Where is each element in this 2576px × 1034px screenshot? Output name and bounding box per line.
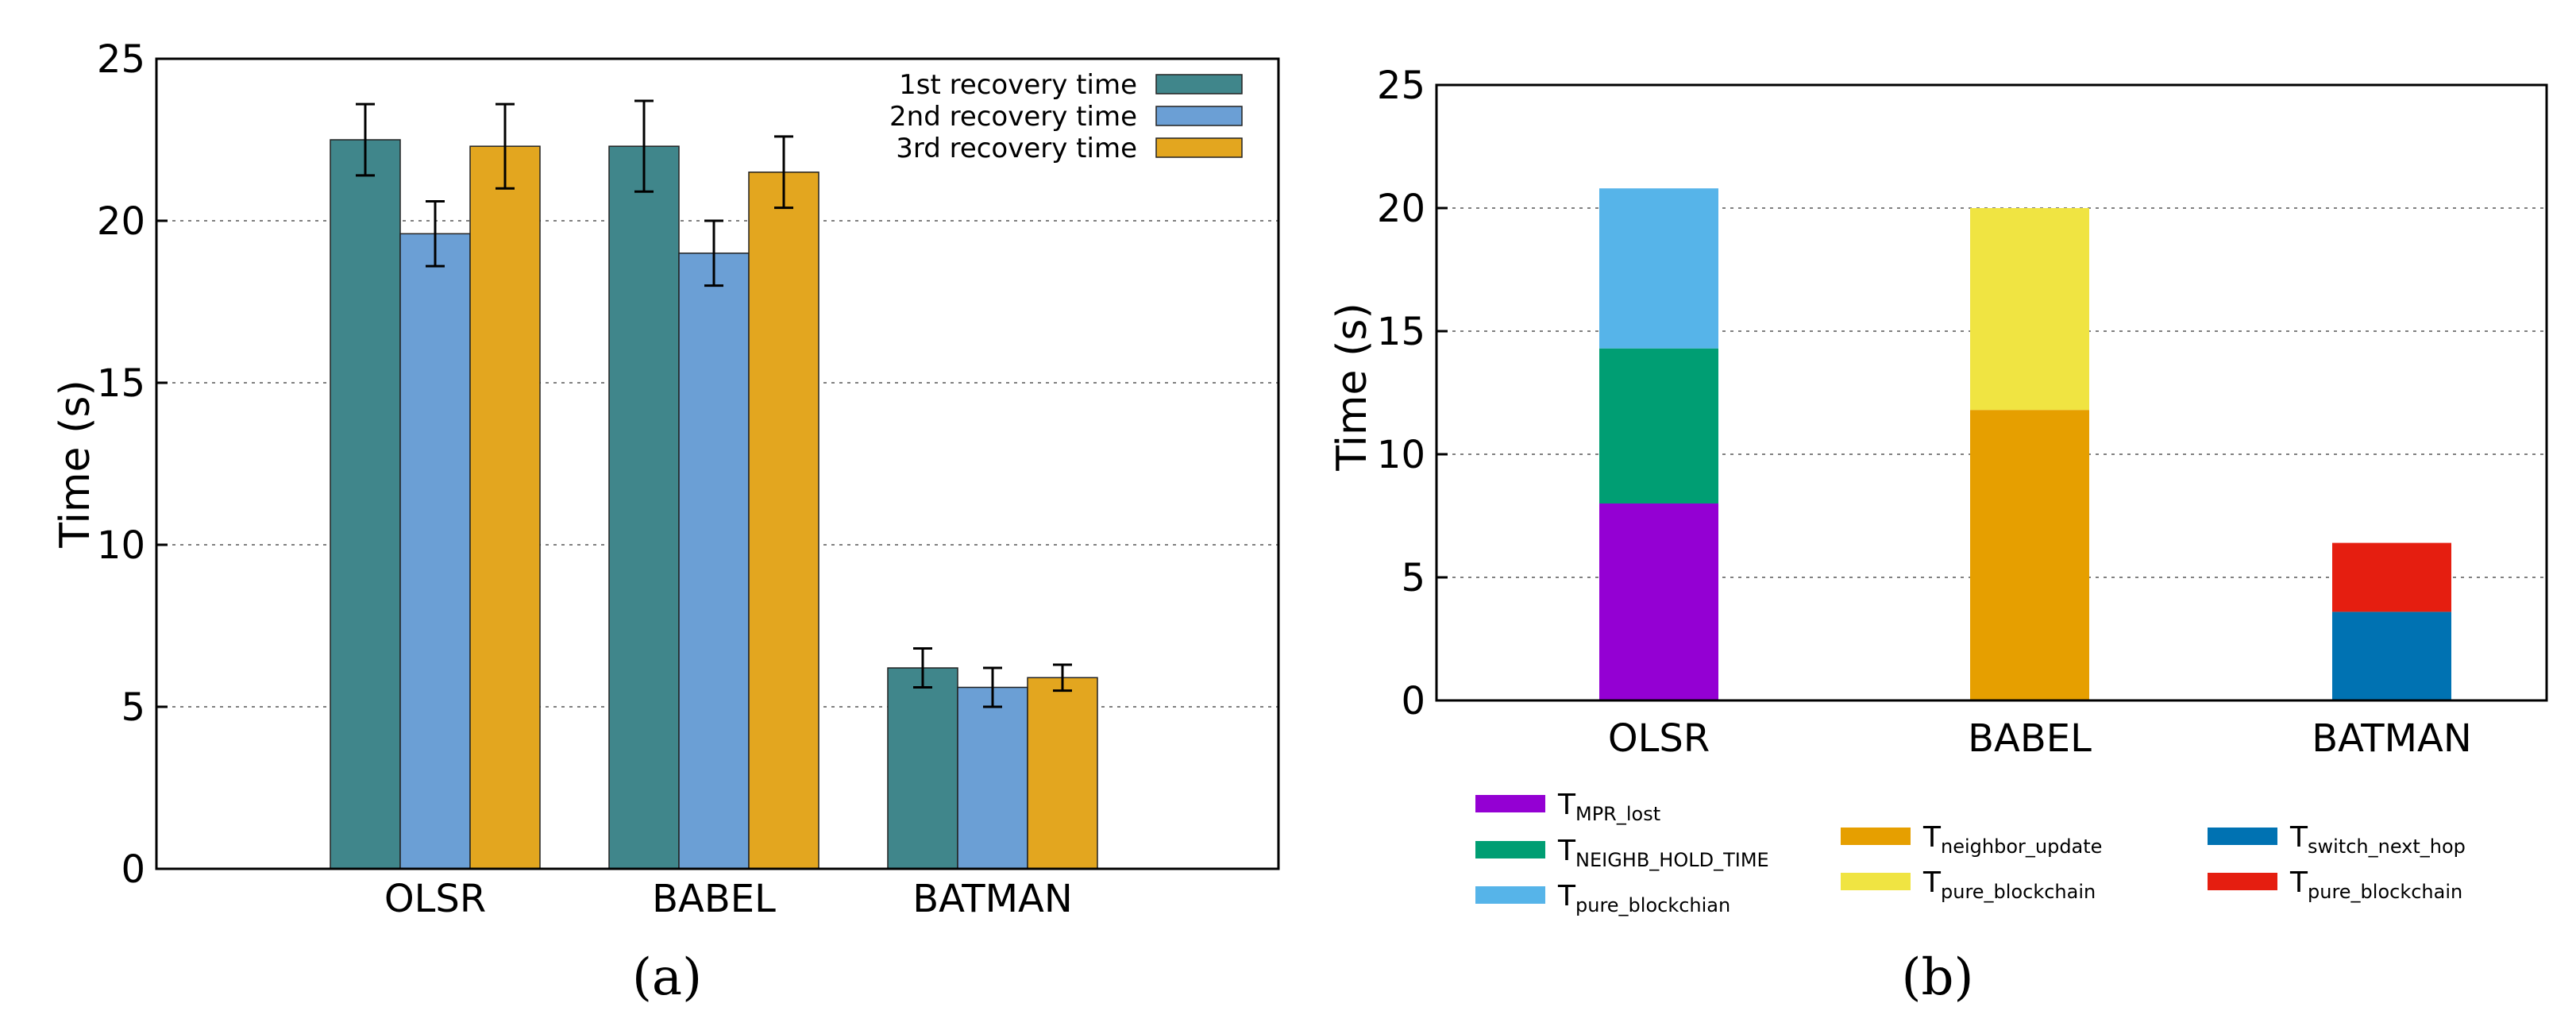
- y-tick-label: 20: [1377, 187, 1425, 231]
- bar: [469, 145, 541, 870]
- legend-label: Tpure_blockchain: [1922, 866, 2096, 903]
- bar: [957, 686, 1028, 870]
- bar: [399, 233, 471, 870]
- caption: (b): [1902, 948, 1974, 1007]
- legend-label: 1st recovery time: [899, 69, 1137, 101]
- legend-label: 2nd recovery time: [889, 101, 1137, 133]
- bar: [887, 667, 958, 870]
- bar: [1027, 677, 1098, 870]
- bar: [748, 172, 819, 870]
- y-tick-label: 10: [1377, 433, 1425, 477]
- x-tick-label: BATMAN: [912, 877, 1073, 921]
- y-tick-label: 10: [97, 523, 145, 568]
- y-tick-label: 5: [121, 685, 145, 730]
- legend-label: Tpure_blockchian: [1557, 880, 1730, 916]
- y-tick-label: 25: [1377, 64, 1425, 108]
- y-tick-label: 15: [97, 361, 145, 406]
- legend-swatch: [2208, 873, 2277, 890]
- bar: [330, 139, 401, 870]
- bar-segment: [2332, 542, 2451, 612]
- legend-label: Tneighbor_update: [1922, 821, 2102, 858]
- x-tick-label: BABEL: [1968, 716, 2092, 761]
- bar-segment: [1599, 503, 1718, 700]
- x-tick-label: OLSR: [384, 877, 486, 921]
- x-tick-label: BATMAN: [2312, 716, 2472, 761]
- legend-label: Tpure_blockchain: [2289, 866, 2462, 903]
- legend-label: 3rd recovery time: [896, 133, 1137, 164]
- chart-b: 0 5 10 15 20 25 OLSR BABEL BATMAN TMPR_lost TNEIGH…: [1328, 64, 2548, 1007]
- y-tick-label: 25: [97, 37, 145, 82]
- legend-label: TNEIGHB_HOLD_TIME: [1557, 835, 1769, 871]
- plot-frame: [1435, 83, 2548, 702]
- legend-swatch: [1475, 841, 1545, 858]
- y-tick-label: 5: [1401, 556, 1425, 600]
- y-tick-label: 0: [1401, 679, 1425, 723]
- x-tick-label: BABEL: [652, 877, 776, 921]
- legend-label: TMPR_lost: [1557, 789, 1660, 825]
- y-tick-label: 20: [97, 199, 145, 244]
- legend-swatch: [1155, 74, 1243, 95]
- legend-swatch: [1155, 106, 1243, 126]
- legend-swatch: [1475, 795, 1545, 812]
- y-axis-label: Time (s): [52, 380, 99, 548]
- y-axis-label: Time (s): [1328, 303, 1376, 471]
- chart-a: 0 5 10 15 20 25 OLSR BABEL BATMAN 1st recovery ti…: [52, 37, 1280, 1007]
- legend-swatch: [1841, 873, 1911, 890]
- plot-frame: [155, 57, 1280, 870]
- bar-segment: [1599, 188, 1718, 349]
- bar-segment: [1970, 208, 2089, 411]
- y-tick-label: 0: [121, 847, 145, 892]
- bar-segment: [1599, 348, 1718, 503]
- y-tick-label: 15: [1377, 310, 1425, 354]
- legend-swatch: [1475, 886, 1545, 904]
- bar-segment: [1970, 410, 2089, 700]
- x-tick-label: OLSR: [1608, 716, 1710, 761]
- legend-swatch: [1841, 828, 1911, 845]
- legend-swatch: [1155, 137, 1243, 158]
- bar-segment: [2332, 612, 2451, 700]
- legend-swatch: [2208, 828, 2277, 845]
- caption: (a): [632, 948, 702, 1007]
- legend-label: Tswitch_next_hop: [2289, 821, 2466, 858]
- bar: [678, 253, 750, 870]
- bar: [608, 145, 680, 870]
